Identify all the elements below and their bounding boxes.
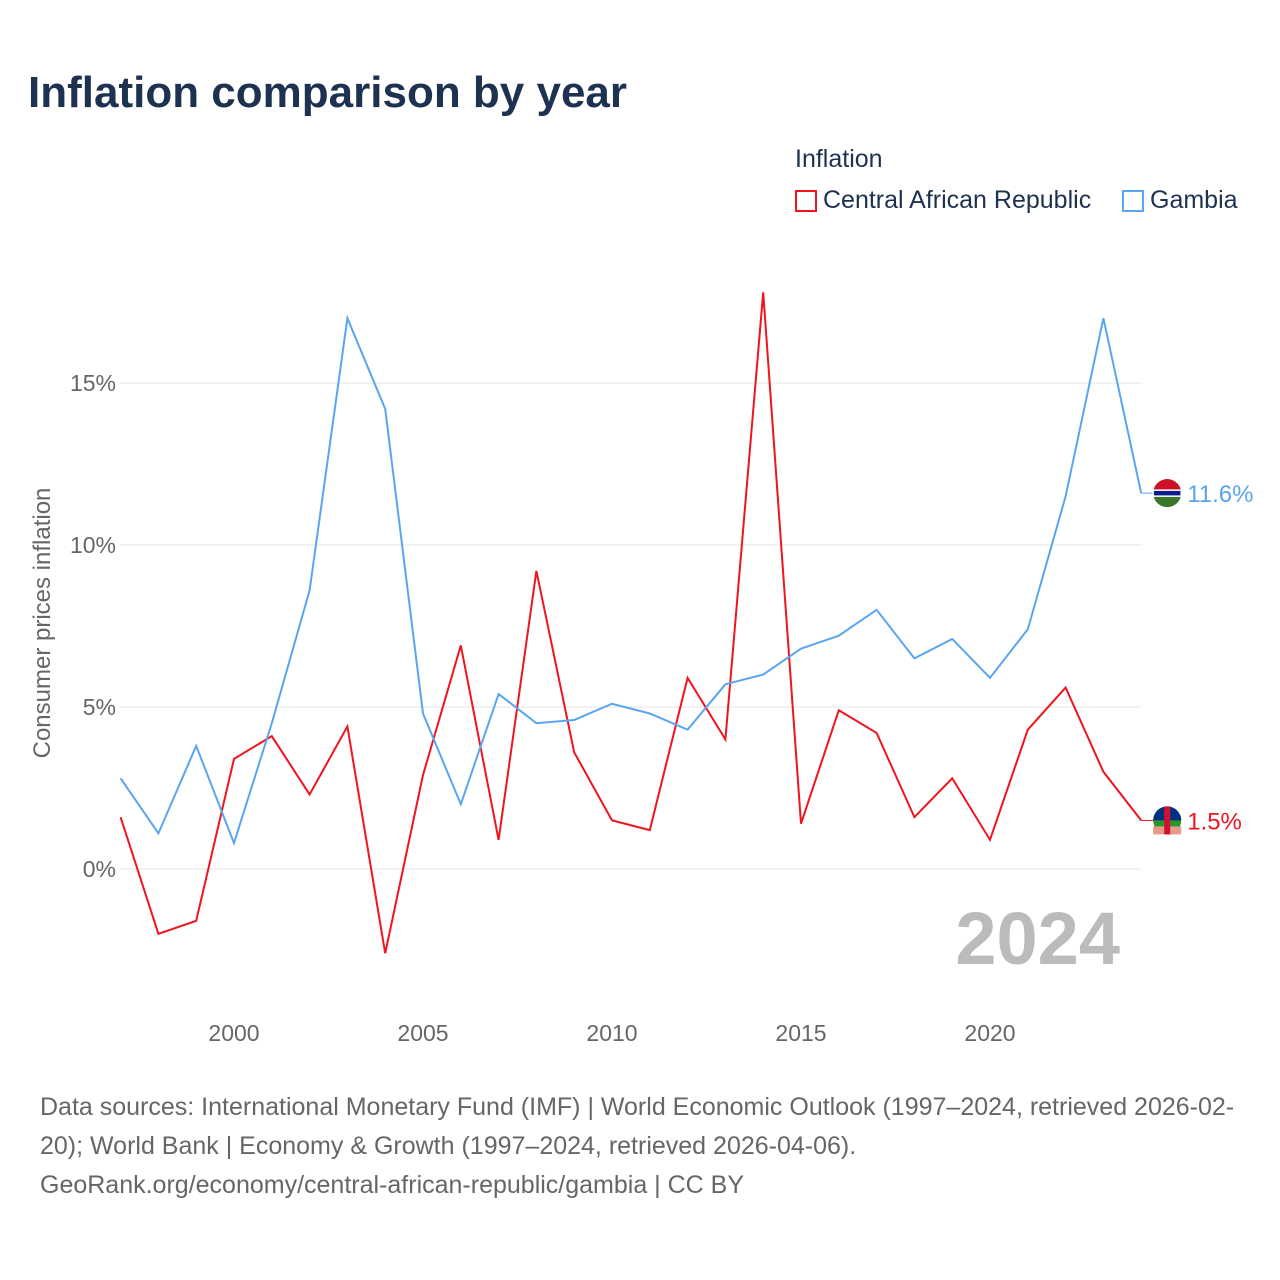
flag-stripe [1164, 806, 1171, 835]
y-tick-label: 10% [70, 532, 116, 558]
series-line-car [119, 292, 1142, 954]
x-tick-label: 2005 [397, 1020, 448, 1046]
line-chart: 0% 5% 10% 15% 2000 2005 2010 2015 2020 Consumer p… [29, 292, 1253, 1046]
y-tick-label: 0% [83, 856, 116, 882]
legend-swatch [795, 189, 817, 212]
y-tick-label: 5% [83, 694, 116, 720]
source-url: GeoRank.org/economy/central-african-repu… [40, 1171, 745, 1199]
year-watermark: 2024 [955, 897, 1120, 980]
legend-item-gambia[interactable]: Gambia [1122, 186, 1238, 215]
legend-swatch [1122, 189, 1144, 212]
flag-stripe [1152, 489, 1182, 497]
x-tick-label: 2010 [586, 1020, 637, 1046]
source-note: Data sources: International Monetary Fun… [40, 1088, 1250, 1205]
legend-title: Inflation [795, 145, 883, 173]
series-line-gambia [119, 314, 1143, 847]
legend-label: Central African Republic [823, 186, 1092, 214]
x-tick-label: 2000 [208, 1020, 259, 1046]
legend-item-car[interactable]: Central African Republic [795, 186, 1091, 215]
y-tick-label: 15% [70, 370, 116, 396]
end-value-label: 11.6% [1187, 481, 1253, 508]
source-line: Data sources: International Monetary Fun… [40, 1093, 1235, 1160]
legend-label: Gambia [1150, 186, 1238, 214]
x-tick-label: 2015 [775, 1020, 826, 1046]
x-tick-label: 2020 [964, 1020, 1015, 1046]
y-axis-label: Consumer prices inflation [29, 488, 56, 759]
end-value-label: 1.5% [1187, 808, 1242, 835]
page-title: Inflation comparison by year [28, 68, 628, 117]
